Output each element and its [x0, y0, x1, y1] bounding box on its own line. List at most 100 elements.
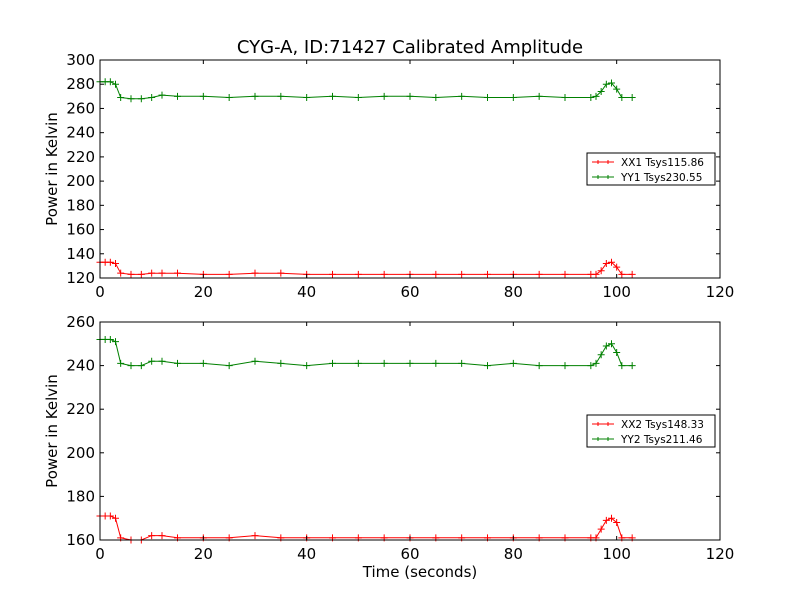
data-point — [432, 94, 440, 102]
data-point — [303, 94, 311, 102]
plots-container: 0 20 40 60 80 100 1201201401601802002202402602… — [43, 51, 734, 581]
data-point — [432, 359, 440, 367]
data-point — [618, 94, 626, 102]
data-point — [329, 92, 336, 100]
y-tick-label: 120 — [66, 269, 95, 287]
subplot-2: 0 20 40 60 80 100 120 160 180 200 220 240 260 Power i… — [43, 313, 734, 581]
data-point — [174, 269, 181, 277]
x-tick-label: 20 — [194, 545, 213, 563]
data-point — [608, 258, 615, 266]
data-point — [602, 342, 610, 350]
y-tick-label: 220 — [66, 400, 95, 418]
series-2 — [96, 335, 636, 370]
x-axis-label: Time (seconds) — [362, 563, 478, 581]
data-point — [628, 362, 636, 370]
legend-label: XX1 Tsys115.86 — [621, 157, 704, 169]
data-point — [458, 270, 466, 278]
data-point — [148, 94, 156, 102]
data-point — [158, 532, 166, 540]
data-point — [148, 357, 156, 365]
data-point — [597, 267, 605, 275]
x-tick-label: 120 — [706, 283, 735, 301]
data-point — [535, 92, 543, 100]
data-point — [509, 359, 517, 367]
data-point — [329, 270, 336, 278]
x-tick-label: 40 — [297, 545, 316, 563]
data-point — [174, 92, 181, 100]
data-point — [628, 270, 636, 278]
x-tick-label: 100 — [602, 283, 631, 301]
data-point — [127, 362, 135, 370]
y-tick-label: 240 — [66, 124, 95, 142]
data-point — [354, 94, 362, 102]
legend-label: XX2 Tsys148.33 — [621, 419, 704, 431]
data-point — [608, 340, 615, 348]
series-line — [100, 338, 633, 367]
series-line — [100, 261, 633, 275]
data-point — [158, 91, 166, 99]
data-point — [484, 362, 491, 370]
y-tick-label: 200 — [66, 444, 95, 462]
data-point — [406, 359, 414, 367]
data-point — [587, 362, 595, 370]
data-point — [597, 87, 605, 95]
data-point — [137, 362, 145, 370]
legend-frame — [586, 414, 716, 448]
legend-entry: XX2 Tsys148.33 — [592, 419, 704, 431]
x-tick-label: 80 — [504, 283, 523, 301]
data-point — [561, 362, 569, 370]
data-point — [561, 270, 569, 278]
data-point — [277, 269, 285, 277]
series-1 — [96, 258, 636, 278]
legend-entry: YY1 Tsys230.55 — [592, 172, 702, 184]
data-point — [380, 92, 388, 100]
x-tick-label: 0 — [95, 283, 105, 301]
subplot-1: 0 20 40 60 80 100 120 120 140 160 180 200 220 240 260 2… — [43, 51, 734, 301]
data-point — [535, 270, 543, 278]
data-point — [158, 357, 166, 365]
data-point — [225, 362, 233, 370]
data-point — [613, 349, 621, 357]
x-tick-label: 0 — [95, 545, 105, 563]
legend-entry: YY2 Tsys211.46 — [592, 434, 703, 446]
y-tick-label: 140 — [66, 245, 95, 263]
data-point — [158, 269, 166, 277]
data-point — [628, 94, 636, 102]
data-point — [137, 270, 145, 278]
legend-entry: XX1 Tsys115.86 — [592, 157, 704, 169]
data-point — [117, 359, 125, 367]
data-point — [117, 94, 125, 102]
data-point — [277, 92, 285, 100]
data-point — [112, 338, 119, 346]
data-point — [148, 269, 156, 277]
legend-marker — [596, 437, 610, 441]
x-tick-label: 80 — [504, 545, 523, 563]
data-point — [380, 270, 388, 278]
data-point — [602, 80, 610, 88]
y-tick-label: 220 — [66, 148, 95, 166]
data-point — [106, 78, 114, 86]
data-point — [484, 270, 491, 278]
data-point — [597, 525, 605, 533]
data-point — [251, 92, 259, 100]
data-point — [509, 94, 517, 102]
data-point — [597, 351, 605, 359]
data-point — [354, 359, 362, 367]
data-point — [329, 359, 336, 367]
x-tick-label: 120 — [706, 545, 735, 563]
data-point — [613, 263, 621, 271]
data-point — [303, 362, 311, 370]
y-tick-label: 160 — [66, 531, 95, 549]
data-point — [106, 335, 114, 343]
data-point — [112, 259, 119, 267]
data-point — [225, 270, 233, 278]
data-point — [602, 516, 610, 524]
data-point — [354, 270, 362, 278]
data-point — [380, 359, 388, 367]
legend-label: YY1 Tsys230.55 — [620, 172, 702, 184]
data-point — [592, 359, 600, 367]
y-tick-label: 200 — [66, 172, 95, 190]
y-tick-label: 180 — [66, 196, 95, 214]
data-point — [535, 362, 543, 370]
data-point — [106, 512, 114, 520]
